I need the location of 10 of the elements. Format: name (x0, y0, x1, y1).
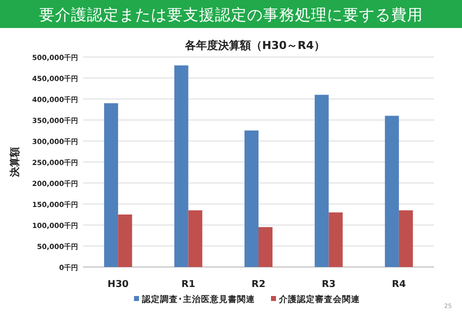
x-tick-label: R2 (252, 279, 266, 290)
chart-title: 要介護認定または要支援認定の事務処理に要する費用 (39, 6, 423, 24)
x-tick-label: H30 (108, 279, 130, 290)
y-axis-title: 決算額 (9, 147, 21, 178)
chart-subtitle: 各年度決算額（H30～R4） (184, 39, 325, 52)
x-tick-label: R1 (181, 279, 196, 290)
legend-label: 認定調査･主治医意見書関連 (141, 294, 256, 305)
legend-label: 介護認定審査会関連 (278, 294, 361, 305)
x-tick-label: R3 (322, 279, 336, 290)
x-tick-label: R4 (392, 279, 406, 290)
